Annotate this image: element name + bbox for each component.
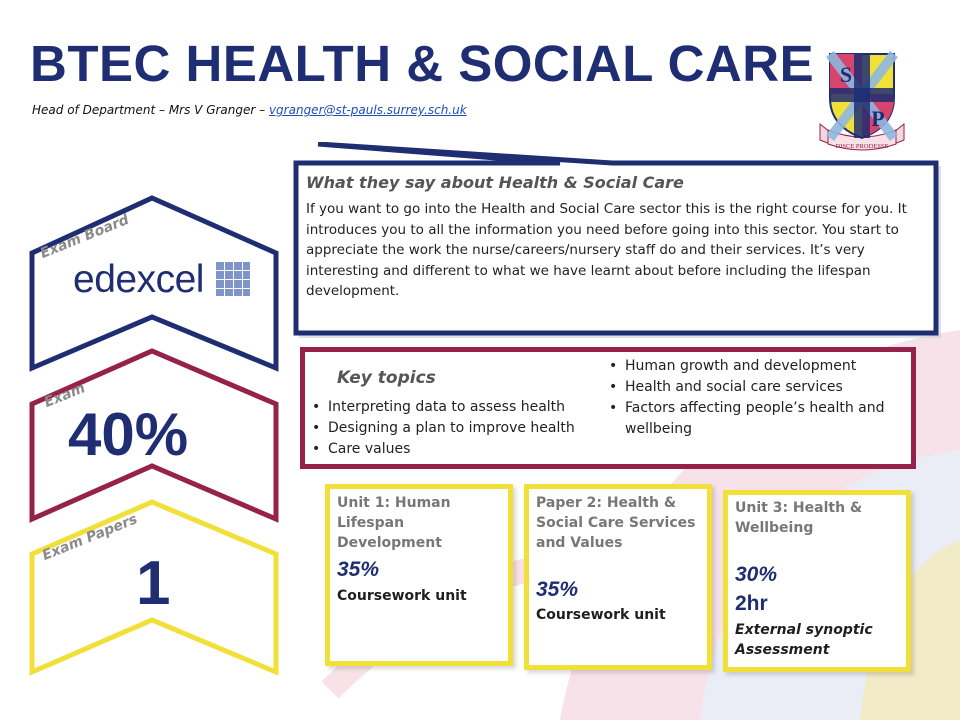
- list-item: Factors affecting people’s health and we…: [607, 398, 907, 440]
- unit-3-duration: 2hr: [735, 592, 768, 615]
- school-crest: S P DISCE PRODESSE: [819, 50, 905, 151]
- edexcel-logo-text: edexcel: [73, 258, 204, 301]
- hod-email-link[interactable]: vgranger@st-pauls.surrey.sch.uk: [268, 103, 467, 117]
- list-item: Human growth and development: [607, 356, 907, 377]
- unit-3-type: External synoptic Assessment: [735, 622, 873, 658]
- unit-1-title: Unit 1: Human Lifespan Development: [337, 495, 451, 551]
- key-topics-title: Key topics: [337, 368, 436, 388]
- crest-motto: DISCE PRODESSE: [836, 143, 889, 150]
- unit-3-percentage: 30%: [735, 563, 778, 586]
- unit-card-3: [723, 490, 911, 672]
- head-of-department: Head of Department – Mrs V Granger – vgr…: [32, 103, 467, 117]
- hod-text: Head of Department – Mrs V Granger –: [32, 103, 269, 117]
- list-item: Interpreting data to assess health: [310, 397, 600, 418]
- edexcel-grid-icon: [216, 262, 250, 296]
- chevron-exam-board: [29, 195, 279, 372]
- speech-bubble: [293, 142, 941, 338]
- chevron-exam: [29, 348, 279, 523]
- unit-2-percentage: 35%: [536, 578, 579, 601]
- unit-2-type: Coursework unit: [536, 607, 666, 623]
- unit-2-title: Paper 2: Health & Social Care Services a…: [536, 495, 696, 551]
- page-title: BTEC HEALTH & SOCIAL CARE: [30, 35, 815, 92]
- speech-body: If you want to go into the Health and So…: [306, 201, 907, 299]
- list-item: Designing a plan to improve health: [310, 418, 600, 439]
- exam-percentage: 40%: [68, 401, 189, 468]
- crest-letter-p: P: [871, 106, 884, 131]
- chevron-exam-papers: [29, 499, 279, 676]
- list-item: Health and social care services: [607, 377, 907, 398]
- unit-card-1: [325, 484, 513, 666]
- key-topics-list-right: Human growth and development Health and …: [607, 356, 907, 440]
- exam-papers-count: 1: [136, 549, 171, 618]
- list-item: Care values: [310, 439, 600, 460]
- unit-card-2: [524, 484, 712, 670]
- crest-letter-s: S: [840, 62, 852, 87]
- unit-3-title: Unit 3: Health & Wellbeing: [735, 500, 863, 536]
- speech-title: What they say about Health & Social Care: [306, 173, 684, 192]
- unit-1-type: Coursework unit: [337, 588, 467, 604]
- key-topics-list-left: Interpreting data to assess health Desig…: [310, 397, 600, 460]
- unit-1-percentage: 35%: [337, 558, 380, 581]
